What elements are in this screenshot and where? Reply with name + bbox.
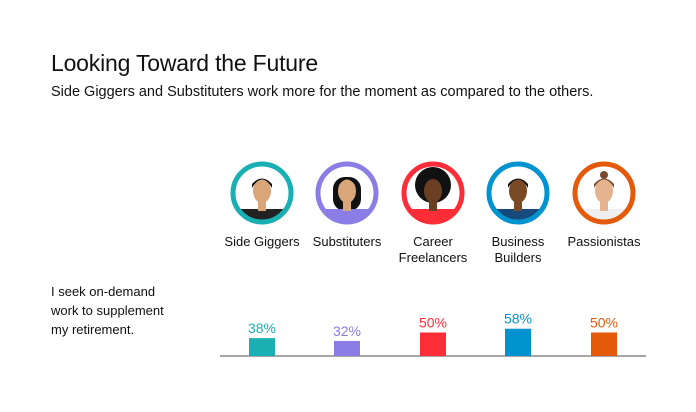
data-label: 50% xyxy=(419,315,447,331)
category-label-line: Career xyxy=(413,234,453,249)
question-line: my retirement. xyxy=(51,322,135,337)
bar xyxy=(591,332,617,356)
data-label: 58% xyxy=(504,311,532,327)
bar xyxy=(249,338,275,356)
category-label-line: Passionistas xyxy=(567,234,641,249)
bar xyxy=(334,340,360,356)
afro-woman-avatar-icon xyxy=(401,161,465,225)
category-label-line: Substituters xyxy=(312,234,382,249)
data-label: 32% xyxy=(333,323,361,339)
category-label: Business Builders xyxy=(468,234,568,266)
question-line: I seek on-demand xyxy=(51,284,156,299)
businessman-avatar-icon xyxy=(486,161,550,225)
man-glasses-avatar-icon xyxy=(230,161,294,225)
question-label: I seek on-demand work to supplement my r… xyxy=(51,282,191,339)
chart-title: Looking Toward the Future xyxy=(51,50,318,76)
category-label-line: Side Giggers xyxy=(224,234,300,249)
data-label: 50% xyxy=(590,315,618,331)
bar xyxy=(505,328,531,356)
chart-subtitle: Side Giggers and Substituters work more … xyxy=(51,84,594,100)
category-label-line: Builders xyxy=(494,250,542,265)
bar xyxy=(420,332,446,356)
woman-bun-avatar-icon xyxy=(572,161,636,225)
data-label: 38% xyxy=(248,320,276,336)
category-label: Career Freelancers xyxy=(383,234,483,266)
category-label: Side Giggers xyxy=(212,234,312,250)
category-label-line: Business xyxy=(491,234,545,249)
woman-sunglasses-avatar-icon xyxy=(315,161,379,225)
category-label: Substituters xyxy=(297,234,397,250)
category-label-line: Freelancers xyxy=(398,250,468,265)
category-label: Passionistas xyxy=(554,234,654,250)
question-line: work to supplement xyxy=(51,303,164,318)
